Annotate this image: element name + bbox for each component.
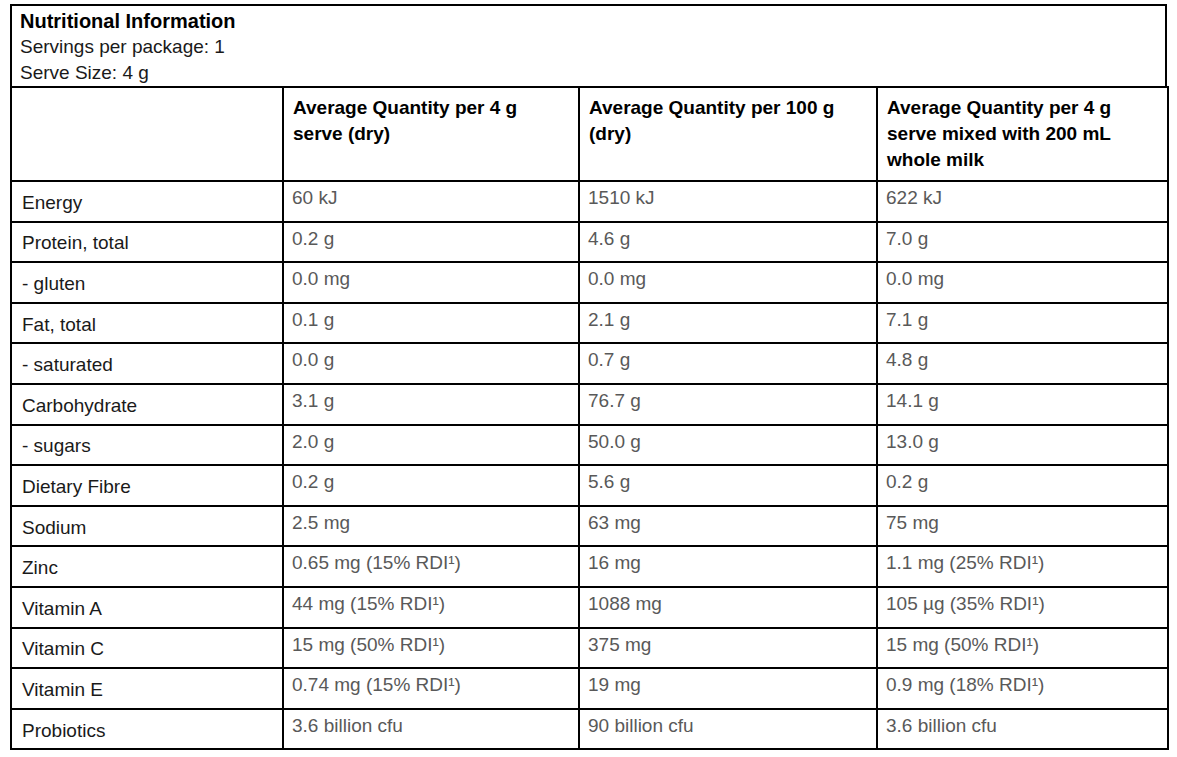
table-row-gluten: - gluten 0.0 mg 0.0 mg 0.0 mg — [11, 262, 1168, 303]
value-per-100g: 0.7 g — [579, 343, 877, 384]
table-row-protein: Protein, total 0.2 g 4.6 g 7.0 g — [11, 222, 1168, 263]
value-per-100g: 1088 mg — [579, 587, 877, 628]
nutrient-label: - sugars — [11, 425, 283, 466]
value-per-100g: 375 mg — [579, 628, 877, 669]
table-row-carbohydrate: Carbohydrate 3.1 g 76.7 g 14.1 g — [11, 384, 1168, 425]
value-mixed: 75 mg — [877, 506, 1168, 547]
value-per-serve: 2.0 g — [283, 425, 579, 466]
header-per-serve-dry: Average Quantity per 4 g serve (dry) — [283, 87, 579, 181]
table-row-vitamin-a: Vitamin A 44 mg (15% RDI¹) 1088 mg 105 µ… — [11, 587, 1168, 628]
nutrient-label: Vitamin C — [11, 628, 283, 669]
value-per-100g: 76.7 g — [579, 384, 877, 425]
header-mixed-with-milk: Average Quantity per 4 g serve mixed wit… — [877, 87, 1168, 181]
value-per-serve: 3.6 billion cfu — [283, 709, 579, 750]
header-nutrient-blank — [11, 87, 283, 181]
value-mixed: 3.6 billion cfu — [877, 709, 1168, 750]
value-per-100g: 50.0 g — [579, 425, 877, 466]
value-per-serve: 2.5 mg — [283, 506, 579, 547]
value-per-serve: 0.1 g — [283, 303, 579, 344]
value-per-100g: 19 mg — [579, 668, 877, 709]
value-per-serve: 15 mg (50% RDI¹) — [283, 628, 579, 669]
value-per-serve: 0.2 g — [283, 465, 579, 506]
value-per-serve: 0.0 mg — [283, 262, 579, 303]
serve-size: Serve Size: 4 g — [20, 60, 1157, 86]
nutrient-label: Fat, total — [11, 303, 283, 344]
value-mixed: 7.1 g — [877, 303, 1168, 344]
value-mixed: 105 µg (35% RDI¹) — [877, 587, 1168, 628]
nutrient-label: Zinc — [11, 546, 283, 587]
table-row-probiotics: Probiotics 3.6 billion cfu 90 billion cf… — [11, 709, 1168, 750]
header-per-100g-dry: Average Quantity per 100 g (dry) — [579, 87, 877, 181]
value-mixed: 0.9 mg (18% RDI¹) — [877, 668, 1168, 709]
nutrient-label: Carbohydrate — [11, 384, 283, 425]
table-row-vitamin-e: Vitamin E 0.74 mg (15% RDI¹) 19 mg 0.9 m… — [11, 668, 1168, 709]
value-per-serve: 0.0 g — [283, 343, 579, 384]
value-per-serve: 3.1 g — [283, 384, 579, 425]
value-mixed: 13.0 g — [877, 425, 1168, 466]
value-per-serve: 60 kJ — [283, 181, 579, 222]
value-mixed: 622 kJ — [877, 181, 1168, 222]
panel-title: Nutritional Information — [20, 8, 1157, 34]
value-per-100g: 1510 kJ — [579, 181, 877, 222]
value-per-100g: 5.6 g — [579, 465, 877, 506]
table-row-vitamin-c: Vitamin C 15 mg (50% RDI¹) 375 mg 15 mg … — [11, 628, 1168, 669]
value-per-serve: 0.65 mg (15% RDI¹) — [283, 546, 579, 587]
value-per-100g: 2.1 g — [579, 303, 877, 344]
value-mixed: 4.8 g — [877, 343, 1168, 384]
value-per-100g: 0.0 mg — [579, 262, 877, 303]
nutrient-label: - gluten — [11, 262, 283, 303]
value-per-serve: 0.74 mg (15% RDI¹) — [283, 668, 579, 709]
table-row-zinc: Zinc 0.65 mg (15% RDI¹) 16 mg 1.1 mg (25… — [11, 546, 1168, 587]
table-row-energy: Energy 60 kJ 1510 kJ 622 kJ — [11, 181, 1168, 222]
value-mixed: 0.2 g — [877, 465, 1168, 506]
nutrient-label: Sodium — [11, 506, 283, 547]
nutrition-information-panel: Nutritional Information Servings per pac… — [0, 0, 1177, 757]
servings-per-package: Servings per package: 1 — [20, 34, 1157, 60]
value-mixed: 14.1 g — [877, 384, 1168, 425]
nutrient-label: Dietary Fibre — [11, 465, 283, 506]
table-row-sodium: Sodium 2.5 mg 63 mg 75 mg — [11, 506, 1168, 547]
table-row-fat: Fat, total 0.1 g 2.1 g 7.1 g — [11, 303, 1168, 344]
nutrient-label: Probiotics — [11, 709, 283, 750]
nutrient-label: Vitamin A — [11, 587, 283, 628]
value-per-serve: 44 mg (15% RDI¹) — [283, 587, 579, 628]
table-body: Energy 60 kJ 1510 kJ 622 kJ Protein, tot… — [11, 181, 1168, 749]
nutrient-label: Vitamin E — [11, 668, 283, 709]
nutrition-table: Average Quantity per 4 g serve (dry) Ave… — [10, 86, 1169, 750]
value-mixed: 1.1 mg (25% RDI¹) — [877, 546, 1168, 587]
value-per-100g: 63 mg — [579, 506, 877, 547]
value-per-100g: 4.6 g — [579, 222, 877, 263]
value-mixed: 0.0 mg — [877, 262, 1168, 303]
value-per-100g: 90 billion cfu — [579, 709, 877, 750]
value-mixed: 15 mg (50% RDI¹) — [877, 628, 1168, 669]
value-per-100g: 16 mg — [579, 546, 877, 587]
nutrient-label: Energy — [11, 181, 283, 222]
title-block: Nutritional Information Servings per pac… — [10, 4, 1167, 88]
header-row: Average Quantity per 4 g serve (dry) Ave… — [11, 87, 1168, 181]
value-per-serve: 0.2 g — [283, 222, 579, 263]
nutrient-label: Protein, total — [11, 222, 283, 263]
table-row-sugars: - sugars 2.0 g 50.0 g 13.0 g — [11, 425, 1168, 466]
nutrient-label: - saturated — [11, 343, 283, 384]
table-row-saturated: - saturated 0.0 g 0.7 g 4.8 g — [11, 343, 1168, 384]
table-row-dietary-fibre: Dietary Fibre 0.2 g 5.6 g 0.2 g — [11, 465, 1168, 506]
value-mixed: 7.0 g — [877, 222, 1168, 263]
